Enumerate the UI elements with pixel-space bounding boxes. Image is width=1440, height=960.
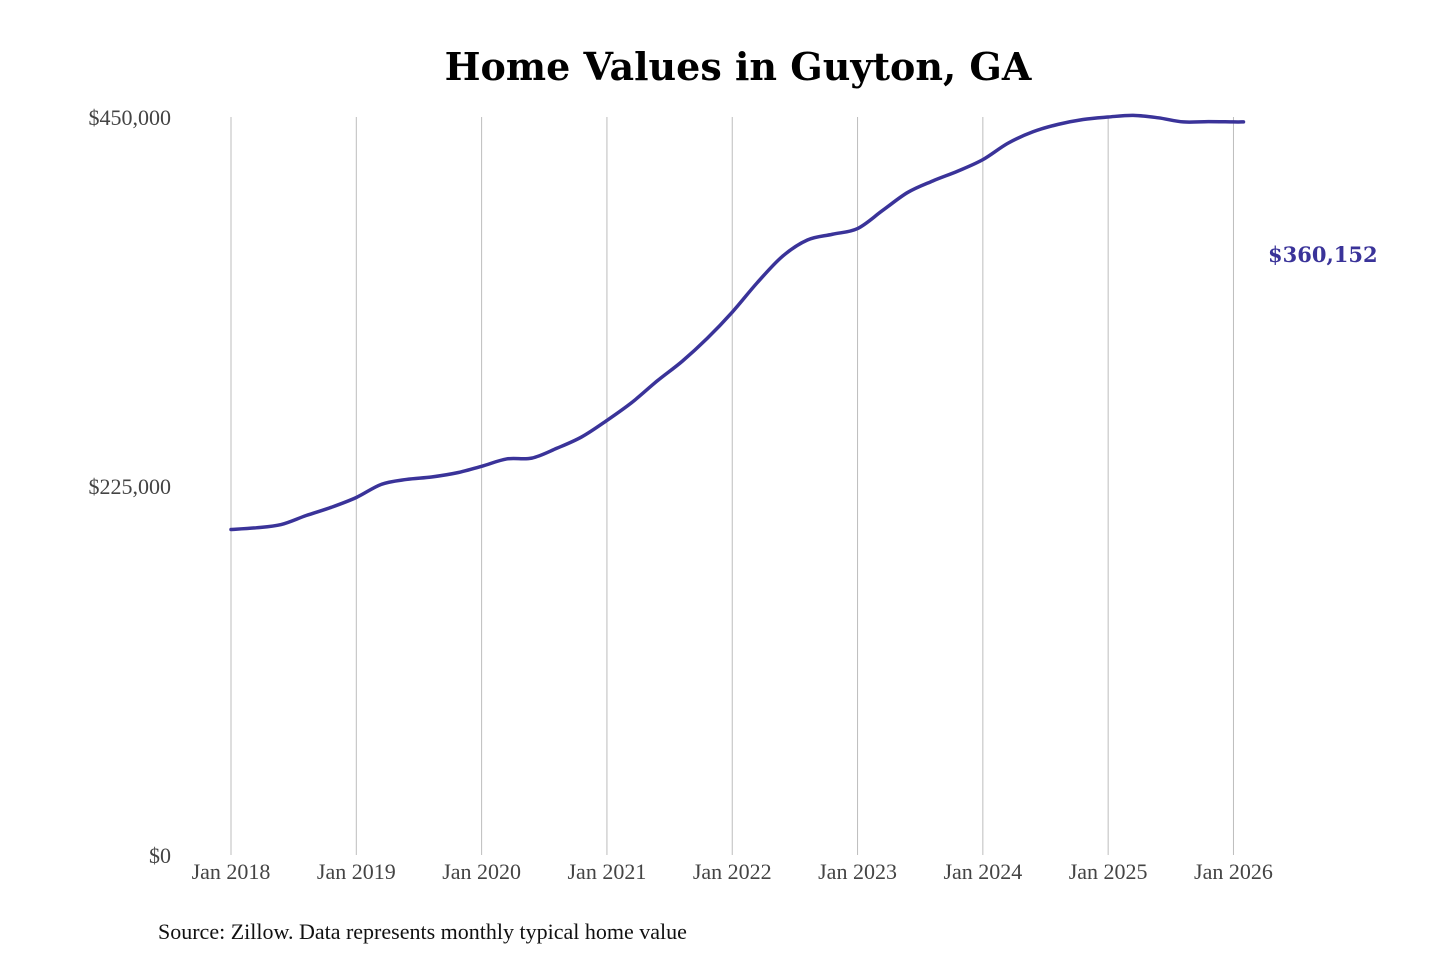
grid-lines [230, 117, 1234, 855]
x-tick-label: Jan 2024 [943, 859, 1022, 884]
y-tick-label: $450,000 [89, 105, 172, 130]
x-tick-label: Jan 2019 [317, 859, 396, 884]
chart-title: Home Values in Guyton, GA [445, 44, 1032, 89]
y-tick-label: $225,000 [89, 474, 172, 499]
x-tick-label: Jan 2026 [1194, 859, 1273, 884]
x-tick-label: Jan 2025 [1069, 859, 1148, 884]
x-tick-label: Jan 2021 [568, 859, 647, 884]
series-line-group [229, 113, 1246, 532]
x-tick-label: Jan 2018 [192, 859, 271, 884]
y-axis-tick-labels: $0 $225,000 $450,000 [89, 105, 172, 868]
x-tick-label: Jan 2022 [693, 859, 772, 884]
source-note: Source: Zillow. Data represents monthly … [158, 919, 687, 944]
end-value-label: $360,152 [1268, 242, 1378, 267]
x-tick-label: Jan 2023 [818, 859, 897, 884]
x-axis-tick-labels: Jan 2018 Jan 2019 Jan 2020 Jan 2021 Jan 2022… [192, 859, 1273, 884]
y-tick-label: $0 [149, 843, 171, 868]
series-line [229, 113, 1246, 532]
x-tick-label: Jan 2020 [442, 859, 521, 884]
